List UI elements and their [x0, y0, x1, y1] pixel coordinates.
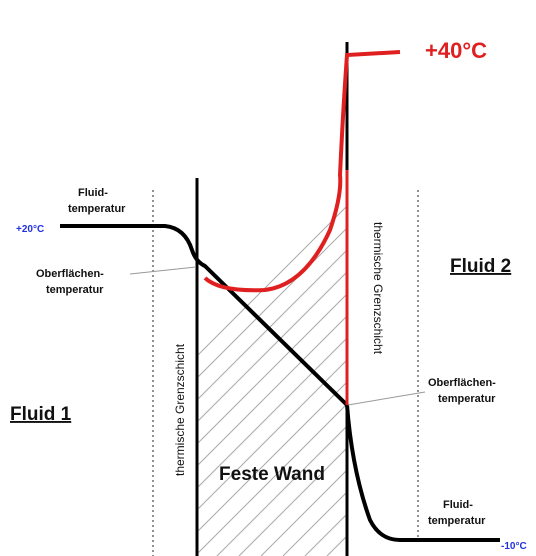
- label: Fluid-: [443, 499, 473, 511]
- label: Feste Wand: [219, 464, 325, 485]
- label: Fluid-: [78, 187, 108, 199]
- pointer: [347, 391, 426, 406]
- hatch-line: [503, 156, 536, 556]
- hatch-line: [481, 156, 536, 556]
- hatch-line: [197, 315, 347, 467]
- hatch-line: [415, 156, 536, 556]
- label: thermische Grenzschicht: [173, 343, 187, 476]
- label: temperatur: [68, 203, 126, 215]
- hatch-line: [260, 469, 347, 556]
- hatch: [197, 156, 536, 556]
- hatch-line: [216, 425, 347, 556]
- hatch-line: [197, 293, 347, 445]
- hatch-line: [197, 359, 347, 511]
- hatch-line: [525, 156, 536, 556]
- label: Fluid 2: [450, 256, 511, 277]
- hatch-line: [238, 447, 347, 556]
- hatch-line: [197, 249, 347, 401]
- label: -10°C: [501, 541, 527, 552]
- label: +40°C: [425, 38, 487, 63]
- label: thermische Grenzschicht: [371, 222, 385, 355]
- label: Oberflächen-: [36, 268, 104, 280]
- hatch-line: [437, 156, 536, 556]
- hatch-line: [197, 337, 347, 489]
- red-curve: [203, 50, 401, 293]
- label: Oberflächen-: [428, 377, 496, 389]
- hatch-line: [459, 156, 536, 556]
- hatch-line: [371, 156, 536, 556]
- hatch-line: [197, 227, 347, 379]
- hatch-line: [197, 271, 347, 423]
- hatch-line: [304, 513, 347, 556]
- temperature-curve: [60, 224, 500, 542]
- label: +20°C: [16, 224, 44, 235]
- label: temperatur: [46, 284, 104, 296]
- hatch-line: [197, 403, 347, 555]
- label: temperatur: [428, 515, 486, 527]
- hatch-line: [393, 156, 536, 556]
- hatch-line: [349, 156, 536, 556]
- hatch-line: [326, 535, 347, 556]
- pointer: [129, 266, 197, 275]
- label: Fluid 1: [10, 404, 72, 425]
- hatch-line: [197, 381, 347, 533]
- label: temperatur: [438, 393, 496, 405]
